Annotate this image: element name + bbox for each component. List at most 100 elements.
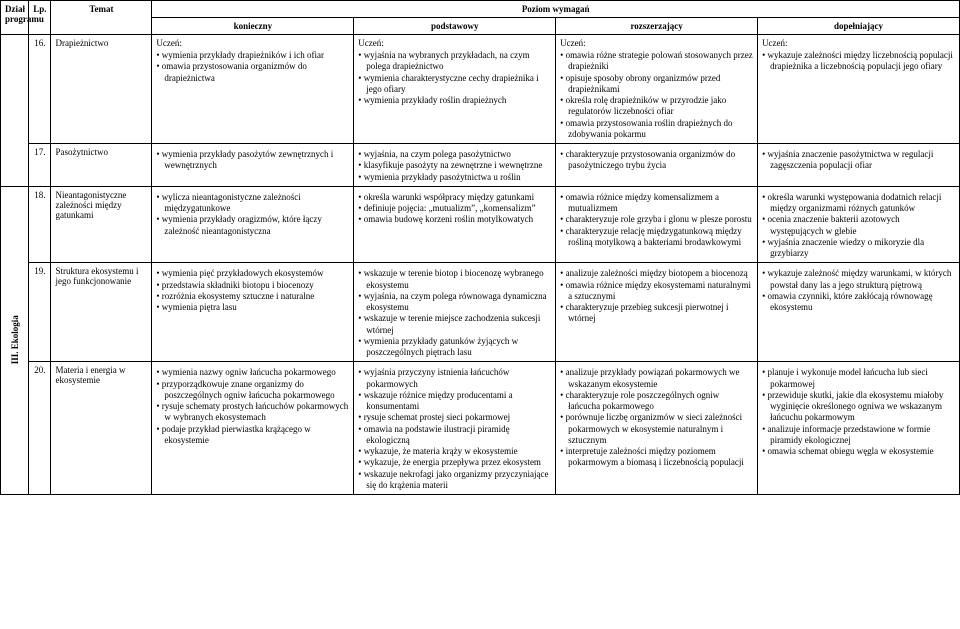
requirement-cell: wyjaśnia przyczyny istnienia łańcuchów p… xyxy=(354,362,556,495)
requirement-item: podaje przykład pierwiastka krążącego w … xyxy=(156,424,349,447)
col-topic: Temat xyxy=(51,1,152,35)
table-row: III. Ekologia18.Nieantagonistyczne zależ… xyxy=(1,186,960,263)
requirement-item: omawia różne strategie polowań stosowany… xyxy=(560,50,753,73)
requirement-cell: określa warunki występowania dodatnich r… xyxy=(758,186,960,263)
requirement-item: wyjaśnia, na czym polega pasożytnictwo xyxy=(358,149,551,160)
requirement-item: omawia czynniki, które zakłócają równowa… xyxy=(762,291,955,314)
program-section: III. Ekologia xyxy=(1,186,29,494)
requirement-item: wykazuje, że materia krąży w ekosystemie xyxy=(358,446,551,457)
requirement-item: omawia przystosowania roślin drapieżnych… xyxy=(560,118,753,141)
requirement-item: wymienia pięć przykładowych ekosystemów xyxy=(156,268,349,279)
uczen-label: Uczeń: xyxy=(156,38,349,48)
requirement-item: interpretuje zależności między poziomem … xyxy=(560,446,753,469)
requirement-item: wymienia przykłady gatunków żyjących w p… xyxy=(358,336,551,359)
requirement-item: rysuje schematy prostych łańcuchów pokar… xyxy=(156,401,349,424)
table-row: 20.Materia i energia w ekosystemie wymien… xyxy=(1,362,960,495)
topic-cell: Struktura ekosystemu i jego funkcjonowan… xyxy=(51,263,152,362)
requirement-item: wymienia nazwy ogniw łańcucha pokarmoweg… xyxy=(156,367,349,378)
requirement-item: wskazuje nekrofagi jako organizmy przycz… xyxy=(358,469,551,492)
level-podstawowy: podstawowy xyxy=(354,18,556,35)
requirement-cell: wyjaśnia, na czym polega pasożytnictwokl… xyxy=(354,144,556,187)
requirement-item: rysuje schemat prostej sieci pokarmowej xyxy=(358,412,551,423)
requirement-cell: określa warunki współpracy między gatunk… xyxy=(354,186,556,263)
lp-cell: 19. xyxy=(29,263,51,362)
requirement-item: wyjaśnia na wybranych przykładach, na cz… xyxy=(358,50,551,73)
requirement-item: rozróżnia ekosystemy sztuczne i naturaln… xyxy=(156,291,349,302)
requirement-item: wykazuje, że energia przepływa przez eko… xyxy=(358,457,551,468)
requirement-cell: Uczeń: wykazuje zależności między liczebn… xyxy=(758,35,960,144)
requirement-item: określa warunki współpracy między gatunk… xyxy=(358,192,551,203)
table-row: 17.Pasożytnictwowymienia przykłady pasoż… xyxy=(1,144,960,187)
requirement-cell: Uczeń: wyjaśnia na wybranych przykładach,… xyxy=(354,35,556,144)
level-rozszerzajacy: rozszerzający xyxy=(556,18,758,35)
requirement-item: przewiduje skutki, jakie dla ekosystemu … xyxy=(762,390,955,424)
topic-cell: Pasożytnictwo xyxy=(51,144,152,187)
requirement-cell: Uczeń: omawia różne strategie polowań sto… xyxy=(556,35,758,144)
requirement-cell: omawia różnice między komensalizmem a mu… xyxy=(556,186,758,263)
requirement-cell: wymienia pięć przykładowych ekosystemówp… xyxy=(152,263,354,362)
table-row: 19.Struktura ekosystemu i jego funkcjono… xyxy=(1,263,960,362)
requirement-item: opisuje sposoby obrony organizmów przed … xyxy=(560,73,753,96)
requirement-cell: charakteryzuje przystosowania organizmów… xyxy=(556,144,758,187)
requirement-item: wymienia przykłady pasożytnictwa u rośli… xyxy=(358,172,551,183)
level-konieczny: konieczny xyxy=(152,18,354,35)
requirement-item: wykazuje zależności między liczebnością … xyxy=(762,50,955,73)
level-dopelniajacy: dopełniający xyxy=(758,18,960,35)
requirement-item: omawia różnice między ekosystemami natur… xyxy=(560,280,753,303)
requirement-cell: Uczeń: wymienia przykłady drapieżników i … xyxy=(152,35,354,144)
requirement-item: omawia na podstawie ilustracji piramidę … xyxy=(358,424,551,447)
requirement-cell: wyjaśnia znaczenie pasożytnictwa w regul… xyxy=(758,144,960,187)
requirement-item: przyporządkowuje znane organizmy do posz… xyxy=(156,379,349,402)
requirement-item: wymienia przykłady oragizmów, które łącz… xyxy=(156,214,349,237)
requirement-item: określa rolę drapieżników w przyrodzie j… xyxy=(560,95,753,118)
requirement-cell: wymienia przykłady pasożytów zewnętrznyc… xyxy=(152,144,354,187)
requirement-item: ocenia znaczenie bakterii azotowych wyst… xyxy=(762,214,955,237)
requirements-table: Dział programu Lp. Temat Poziom wymagań … xyxy=(0,0,960,495)
requirement-item: wskazuje w terenie miejsce zachodzenia s… xyxy=(358,313,551,336)
requirement-item: wymienia przykłady roślin drapieżnych xyxy=(358,95,551,106)
uczen-label: Uczeń: xyxy=(560,38,753,48)
requirement-item: przedstawia składniki biotopu i biocenoz… xyxy=(156,280,349,291)
table-row: 16.Drapieżnictwo Uczeń: wymienia przykłady… xyxy=(1,35,960,144)
requirement-item: charakteryzuje relację międzygatunkową m… xyxy=(560,226,753,249)
lp-cell: 20. xyxy=(29,362,51,495)
requirement-item: określa warunki występowania dodatnich r… xyxy=(762,192,955,215)
requirement-item: charakteryzuje przebieg sukcesji pierwot… xyxy=(560,302,753,325)
requirement-item: definiuje pojęcia: „mutualizm”, „komensa… xyxy=(358,203,551,214)
lp-cell: 18. xyxy=(29,186,51,263)
requirement-cell: planuje i wykonuje model łańcucha lub si… xyxy=(758,362,960,495)
topic-cell: Nieantagonistyczne zależności między gat… xyxy=(51,186,152,263)
requirement-item: wymienia piętra lasu xyxy=(156,302,349,313)
requirement-item: charakteryzuje role grzyba i glonu w ple… xyxy=(560,214,753,225)
requirement-item: wyjaśnia, na czym polega równowaga dynam… xyxy=(358,291,551,314)
topic-cell: Materia i energia w ekosystemie xyxy=(51,362,152,495)
requirement-item: analizuje informacje przedstawione w for… xyxy=(762,424,955,447)
uczen-label: Uczeń: xyxy=(762,38,955,48)
topic-cell: Drapieżnictwo xyxy=(51,35,152,144)
requirement-item: wyjaśnia przyczyny istnienia łańcuchów p… xyxy=(358,367,551,390)
requirement-item: wykazuje zależność między warunkami, w k… xyxy=(762,268,955,291)
requirement-item: analizuje przykłady powiązań pokarmowych… xyxy=(560,367,753,390)
uczen-label: Uczeń: xyxy=(358,38,551,48)
requirement-item: charakteryzuje przystosowania organizmów… xyxy=(560,149,753,172)
program-cell-empty xyxy=(1,35,29,187)
requirement-cell: analizuje zależności między biotopem a b… xyxy=(556,263,758,362)
requirement-cell: wykazuje zależność między warunkami, w k… xyxy=(758,263,960,362)
lp-cell: 16. xyxy=(29,35,51,144)
requirement-item: wymienia charakterystyczne cechy drapież… xyxy=(358,73,551,96)
requirement-cell: wylicza nieantagonistyczne zależności mi… xyxy=(152,186,354,263)
requirement-item: omawia różnice między komensalizmem a mu… xyxy=(560,192,753,215)
requirement-cell: wymienia nazwy ogniw łańcucha pokarmoweg… xyxy=(152,362,354,495)
requirement-item: charakteryzuje role poszczególnych ogniw… xyxy=(560,390,753,413)
requirement-item: planuje i wykonuje model łańcucha lub si… xyxy=(762,367,955,390)
requirement-item: omawia schemat obiegu węgla w ekosystemi… xyxy=(762,446,955,457)
requirement-item: omawia przystosowania organizmów do drap… xyxy=(156,61,349,84)
requirement-item: wymienia przykłady pasożytów zewnętrznyc… xyxy=(156,149,349,172)
requirement-item: wyjaśnia znaczenie wiedzy o mikoryzie dl… xyxy=(762,237,955,260)
col-level: Poziom wymagań xyxy=(152,1,960,18)
lp-cell: 17. xyxy=(29,144,51,187)
requirement-item: wymienia przykłady drapieżników i ich of… xyxy=(156,50,349,61)
requirement-item: porównuje liczbę organizmów w sieci zale… xyxy=(560,412,753,446)
col-program: Dział programu xyxy=(1,1,29,35)
requirement-item: wyjaśnia znaczenie pasożytnictwa w regul… xyxy=(762,149,955,172)
